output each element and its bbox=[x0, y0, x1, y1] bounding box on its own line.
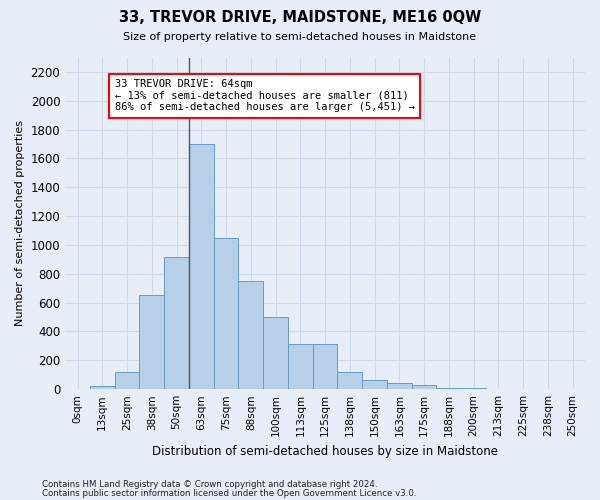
Text: Contains public sector information licensed under the Open Government Licence v3: Contains public sector information licen… bbox=[42, 488, 416, 498]
Bar bbox=[387, 382, 412, 389]
Bar bbox=[115, 372, 139, 389]
Bar bbox=[412, 385, 436, 389]
Text: 33 TREVOR DRIVE: 64sqm
← 13% of semi-detached houses are smaller (811)
86% of se: 33 TREVOR DRIVE: 64sqm ← 13% of semi-det… bbox=[115, 79, 415, 112]
Bar bbox=[90, 386, 115, 389]
Y-axis label: Number of semi-detached properties: Number of semi-detached properties bbox=[15, 120, 25, 326]
Text: 33, TREVOR DRIVE, MAIDSTONE, ME16 0QW: 33, TREVOR DRIVE, MAIDSTONE, ME16 0QW bbox=[119, 10, 481, 25]
Bar bbox=[337, 372, 362, 389]
Bar bbox=[189, 144, 214, 389]
Bar bbox=[313, 344, 337, 389]
Bar bbox=[362, 380, 387, 389]
Bar bbox=[461, 388, 486, 389]
Bar bbox=[164, 256, 189, 389]
Bar bbox=[288, 344, 313, 389]
Bar bbox=[214, 238, 238, 389]
Bar bbox=[263, 317, 288, 389]
X-axis label: Distribution of semi-detached houses by size in Maidstone: Distribution of semi-detached houses by … bbox=[152, 444, 498, 458]
Bar bbox=[436, 388, 461, 389]
Bar bbox=[238, 281, 263, 389]
Text: Size of property relative to semi-detached houses in Maidstone: Size of property relative to semi-detach… bbox=[124, 32, 476, 42]
Bar bbox=[139, 296, 164, 389]
Text: Contains HM Land Registry data © Crown copyright and database right 2024.: Contains HM Land Registry data © Crown c… bbox=[42, 480, 377, 489]
